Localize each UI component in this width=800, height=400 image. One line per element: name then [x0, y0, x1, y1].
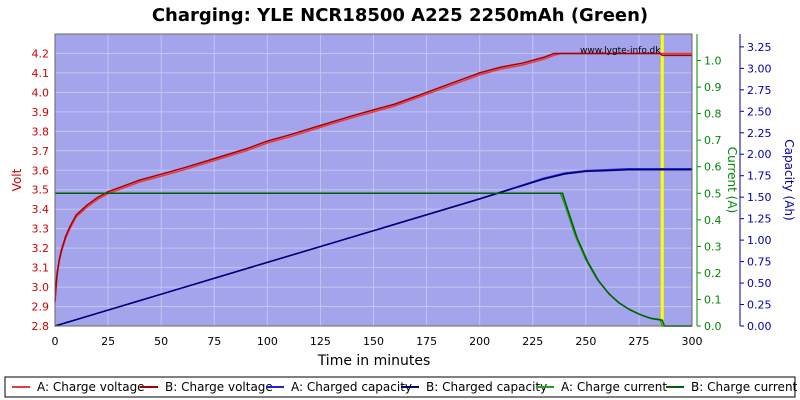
capacity-tick-label: 1.75: [747, 170, 772, 183]
left-axis-label: Volt: [10, 168, 24, 191]
current-tick-label: 0.2: [704, 267, 722, 280]
left-tick-label: 4.2: [32, 47, 50, 60]
x-tick-label: 0: [52, 335, 59, 348]
left-tick-label: 2.9: [32, 301, 50, 314]
left-tick-label: 3.4: [32, 203, 50, 216]
left-tick-label: 2.8: [32, 320, 50, 333]
capacity-tick-label: 0.00: [747, 320, 772, 333]
capacity-tick-label: 0.25: [747, 299, 772, 312]
x-tick-label: 50: [154, 335, 168, 348]
legend-label-a-charge-current: A: Charge current: [561, 380, 667, 394]
chart-title: Charging: YLE NCR18500 A225 2250mAh (Gre…: [152, 5, 648, 26]
capacity-tick-label: 1.50: [747, 191, 772, 204]
capacity-tick-label: 2.00: [747, 148, 772, 161]
left-tick-label: 3.0: [32, 281, 50, 294]
x-tick-label: 175: [416, 335, 437, 348]
legend-label-a-charged-capacity: A: Charged capacity: [291, 380, 412, 394]
current-tick-label: 0.5: [704, 187, 722, 200]
current-tick-label: 1.0: [704, 55, 722, 68]
capacity-tick-label: 3.25: [747, 41, 772, 54]
capacity-axis-label: Capacity (Ah): [782, 139, 796, 220]
current-tick-label: 0.3: [704, 240, 722, 253]
current-tick-label: 0.4: [704, 214, 722, 227]
x-tick-label: 200: [469, 335, 490, 348]
current-tick-label: 0.6: [704, 161, 722, 174]
legend-label-b-charged-capacity: B: Charged capacity: [426, 380, 547, 394]
current-tick-label: 0.9: [704, 81, 722, 94]
current-tick-label: 0.0: [704, 320, 722, 333]
left-tick-label: 3.5: [32, 184, 50, 197]
capacity-axis-ticks: 0.00 0.25 0.50 0.75 1.00 1.25 1.50 1.75 2.00 2.25…: [740, 41, 772, 333]
left-tick-label: 3.9: [32, 106, 50, 119]
left-tick-label: 3.1: [32, 262, 50, 275]
legend: A: Charge voltage B: Charge voltage A: Cha…: [12, 380, 798, 394]
current-axis-ticks: 0.0 0.1 0.2 0.3 0.4 0.5 0.6 0.7 0.8 0.9 1.0: [697, 55, 722, 333]
x-tick-label: 125: [310, 335, 331, 348]
left-tick-label: 4.1: [32, 67, 50, 80]
left-tick-label: 3.2: [32, 242, 50, 255]
x-tick-label: 75: [207, 335, 221, 348]
series-layer: [54, 52, 692, 327]
legend-label-b-charge-current: B: Charge current: [691, 380, 798, 394]
series-b-charged-capacity: [54, 168, 692, 327]
left-tick-label: 3.3: [32, 223, 50, 236]
left-tick-label: 3.6: [32, 164, 50, 177]
left-tick-label: 3.8: [32, 125, 50, 138]
series-b-charge-current: [55, 192, 692, 327]
x-tick-label: 300: [682, 335, 703, 348]
capacity-tick-label: 2.75: [747, 84, 772, 97]
current-tick-label: 0.8: [704, 108, 722, 121]
x-tick-label: 150: [363, 335, 384, 348]
capacity-tick-label: 2.50: [747, 105, 772, 118]
capacity-tick-label: 0.50: [747, 277, 772, 290]
x-tick-label: 25: [101, 335, 115, 348]
x-axis-label: Time in minutes: [317, 353, 431, 369]
current-tick-label: 0.7: [704, 134, 722, 147]
x-tick-label: 225: [522, 335, 543, 348]
capacity-tick-label: 1.25: [747, 213, 772, 226]
capacity-tick-label: 3.00: [747, 62, 772, 75]
capacity-tick-label: 1.00: [747, 234, 772, 247]
legend-box: [4, 376, 796, 398]
plot-frame: [54, 33, 693, 327]
capacity-tick-label: 2.25: [747, 127, 772, 140]
legend-label-b-charge-voltage: B: Charge voltage: [165, 380, 273, 394]
x-tick-label: 100: [257, 335, 278, 348]
x-tick-label: 250: [575, 335, 596, 348]
x-axis-ticks: 0 25 50 75 100 125 150 175 200 225 250 275 300: [52, 335, 703, 348]
current-tick-label: 0.1: [704, 293, 722, 306]
grid: [54, 34, 693, 327]
x-tick-label: 275: [628, 335, 649, 348]
left-tick-label: 4.0: [32, 86, 50, 99]
left-tick-label: 3.7: [32, 145, 50, 158]
capacity-tick-label: 0.75: [747, 256, 772, 269]
watermark: www.lygte-info.dk: [580, 46, 661, 56]
series-b-charge-voltage: [54, 52, 692, 301]
legend-label-a-charge-voltage: A: Charge voltage: [37, 380, 145, 394]
left-axis-ticks: 2.8 2.9 3.0 3.1 3.2 3.3 3.4 3.5 3.6 3.7 3.8 3.9 4.0 4…: [32, 47, 50, 333]
current-axis-label: Current (A): [725, 147, 739, 213]
